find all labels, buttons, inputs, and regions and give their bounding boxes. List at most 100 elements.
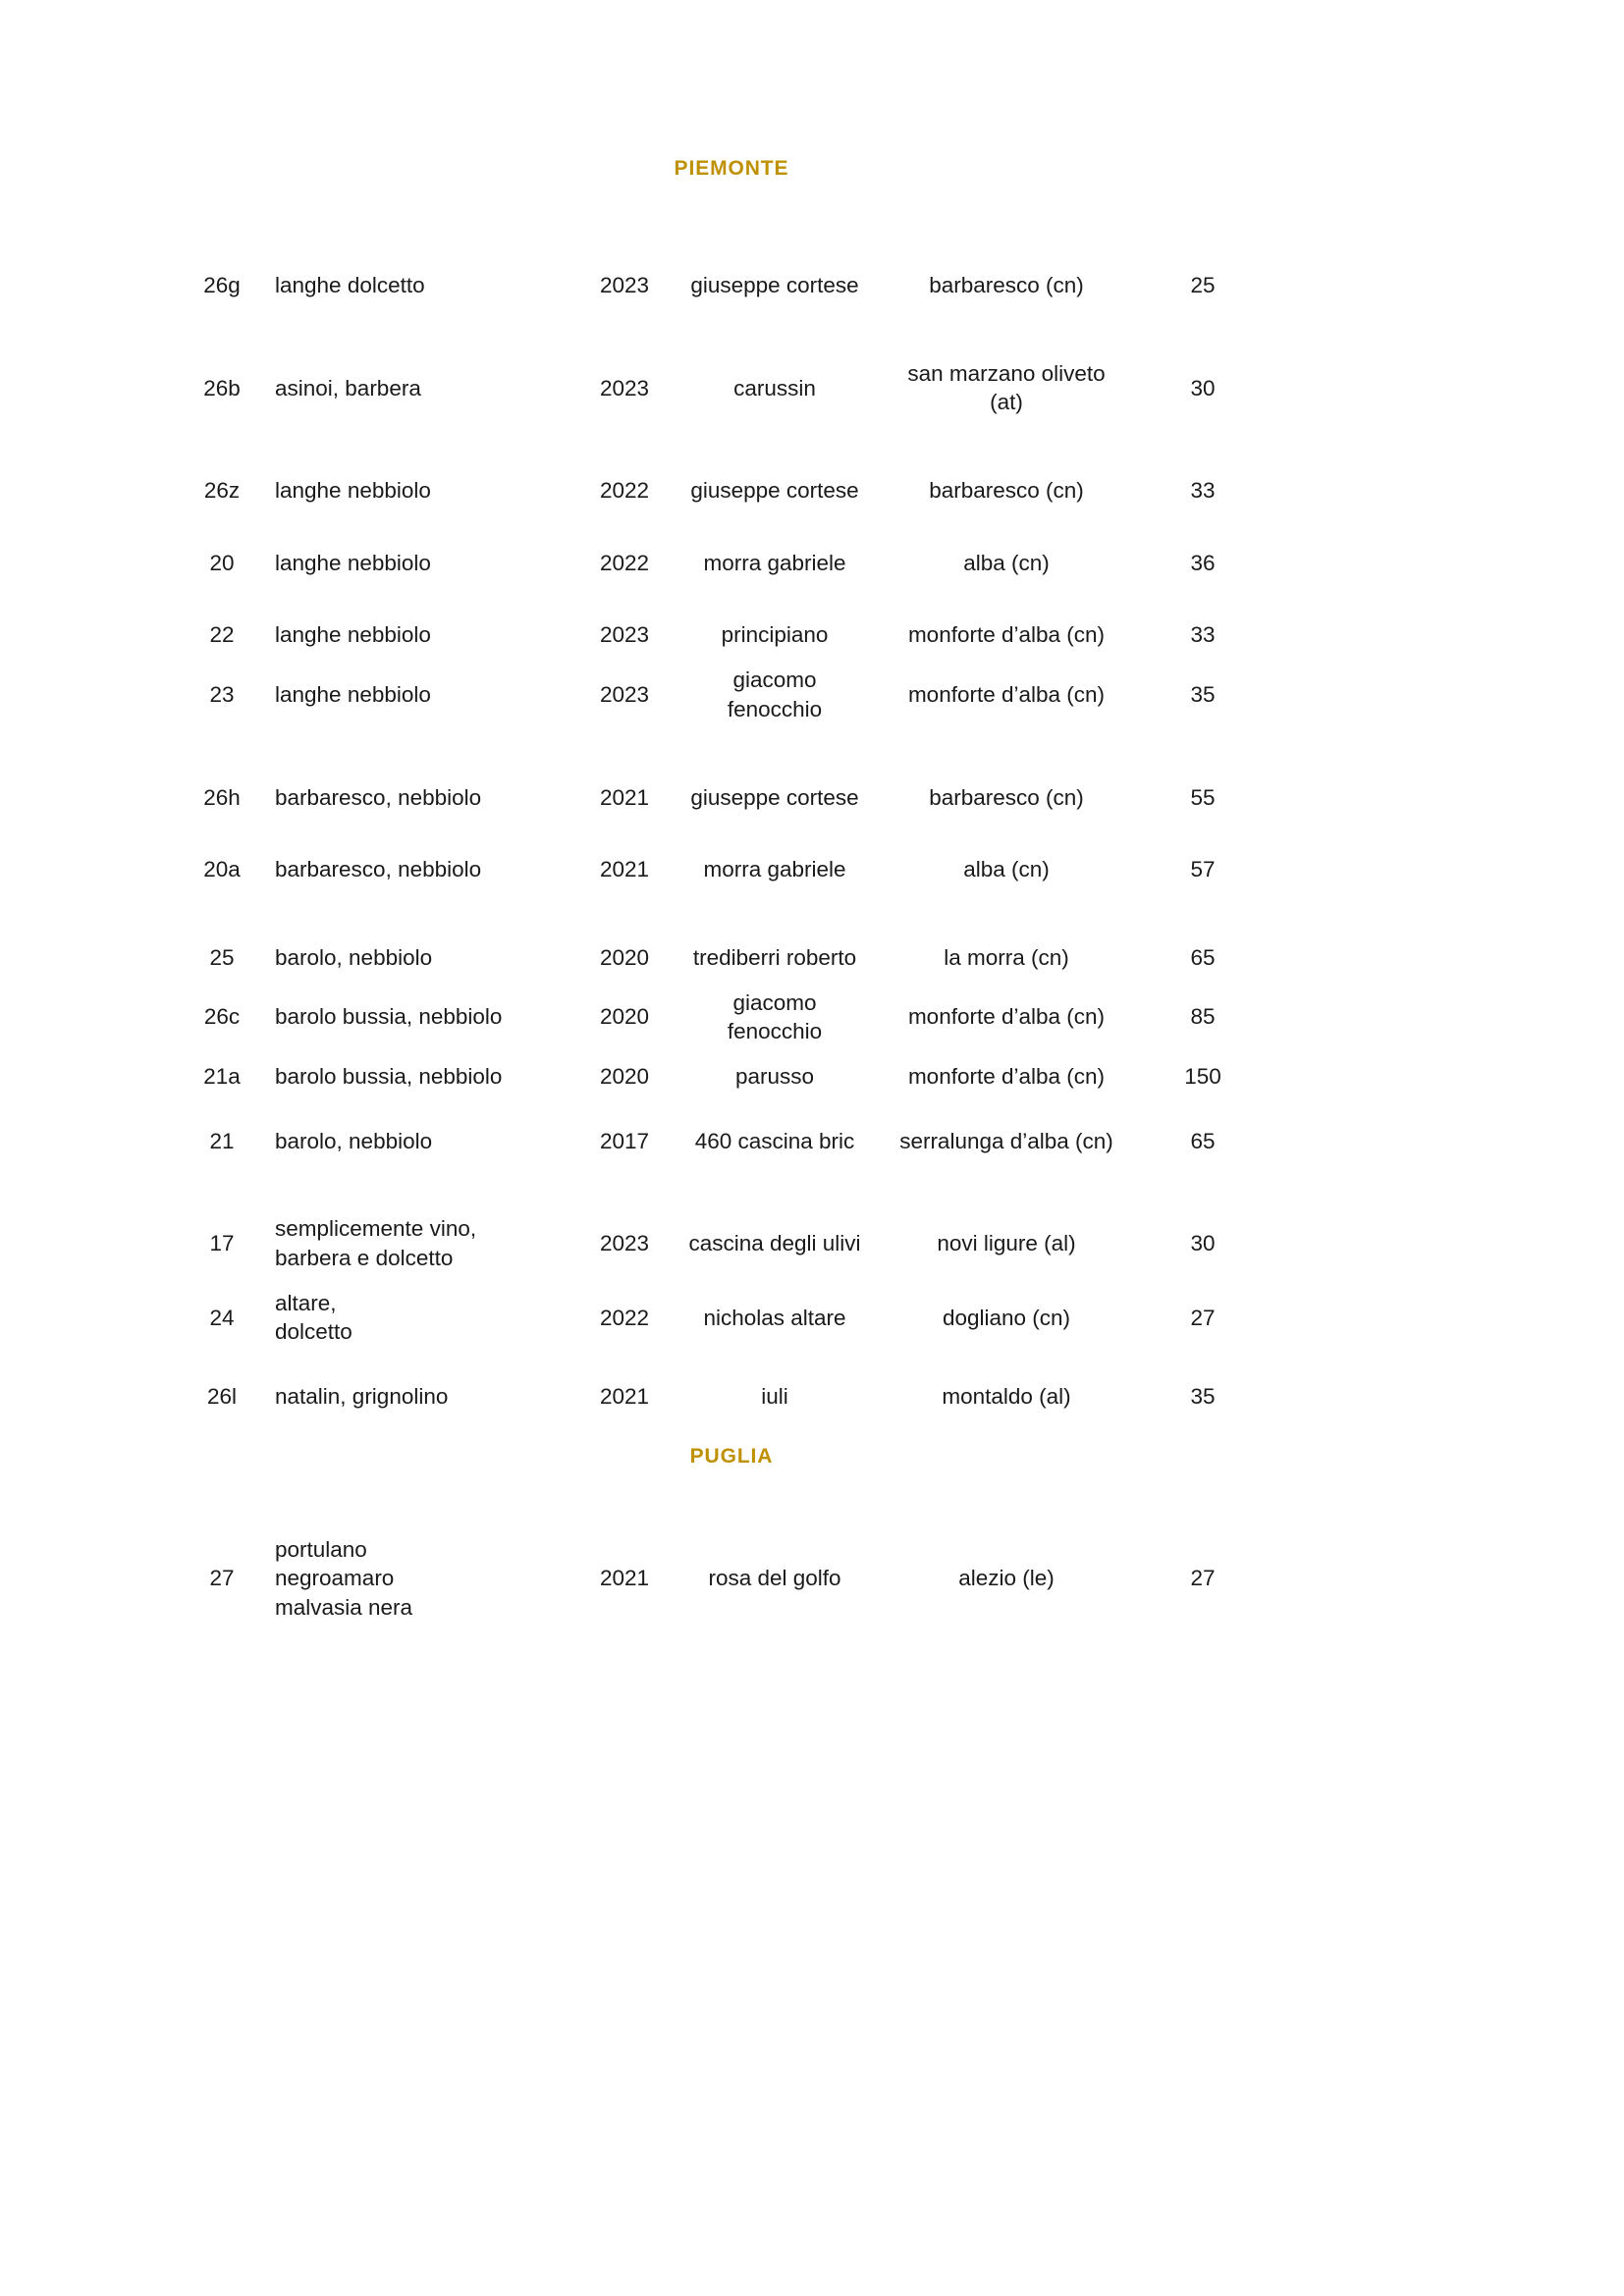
- wine-code: 21a: [203, 1063, 241, 1089]
- row-spacer: [187, 1155, 1276, 1214]
- wine-producer: morra gabriele: [703, 857, 846, 882]
- wine-vintage: 2020: [599, 944, 650, 970]
- row-spacer-cell: [187, 1273, 1276, 1289]
- wine-vintage: 2021: [599, 1384, 650, 1410]
- wine-code: 20: [209, 550, 235, 575]
- wine-price: 27: [1190, 1305, 1216, 1330]
- row-spacer-cell: [187, 1046, 1276, 1062]
- wine-vintage: 2020: [599, 1063, 650, 1089]
- wine-name: barolo bussia, nebbiolo: [275, 1004, 503, 1030]
- row-spacer: [187, 812, 1276, 855]
- row-spacer-cell: [187, 973, 1276, 988]
- wine-region: monforte d’alba (cn): [907, 1063, 1106, 1089]
- wine-region: alba (cn): [963, 550, 1050, 575]
- row-spacer: [187, 300, 1276, 359]
- wine-price: 65: [1190, 944, 1216, 970]
- wine-name: altare, dolcetto: [275, 1290, 352, 1345]
- row-spacer-cell: [187, 1155, 1276, 1214]
- wine-vintage: 2023: [599, 622, 650, 648]
- wine-region: san marzano oliveto (at): [907, 360, 1106, 415]
- wine-region: monforte d’alba (cn): [907, 1004, 1106, 1030]
- row-spacer: [187, 506, 1276, 549]
- wine-vintage: 2017: [599, 1128, 650, 1153]
- wine-price: 35: [1190, 681, 1216, 707]
- wine-code: 23: [209, 681, 235, 707]
- wine-name: barbaresco, nebbiolo: [275, 857, 482, 882]
- wine-producer: cascina degli ulivi: [688, 1231, 861, 1256]
- wine-code: 26b: [203, 375, 241, 400]
- wine-region: la morra (cn): [944, 944, 1069, 970]
- wine-producer: principiano: [721, 622, 829, 648]
- row-spacer: [187, 417, 1276, 476]
- row-spacer-cell: [187, 724, 1276, 783]
- wine-name: natalin, grignolino: [275, 1384, 449, 1410]
- wine-price: 30: [1190, 375, 1216, 400]
- row-spacer: [187, 973, 1276, 988]
- wine-price: 57: [1190, 857, 1216, 882]
- wine-vintage: 2022: [599, 550, 650, 575]
- wine-region: alba (cn): [963, 857, 1050, 882]
- wine-name: langhe nebbiolo: [275, 550, 431, 575]
- wine-row[interactable]: 20 langhe nebbiolo 2022 morra gabriele alba …: [187, 549, 1276, 578]
- wine-price: 27: [1190, 1566, 1216, 1591]
- wine-region: serralunga d’alba (cn): [899, 1128, 1113, 1153]
- wine-row[interactable]: 26l natalin, grignolino 2021 iuli montaldo (…: [187, 1382, 1276, 1412]
- wine-region: barbaresco (cn): [929, 478, 1084, 504]
- wine-price: 55: [1190, 784, 1216, 810]
- wine-row[interactable]: 20a barbaresco, nebbiolo 2021 morra gabriel…: [187, 855, 1276, 884]
- wine-row[interactable]: 26g langhe dolcetto 2023 giuseppe cortese ba…: [187, 271, 1276, 300]
- row-spacer: [187, 1273, 1276, 1289]
- wine-row[interactable]: 26h barbaresco, nebbiolo 2021 giuseppe cort…: [187, 783, 1276, 813]
- row-spacer: [187, 724, 1276, 783]
- wine-vintage: 2023: [599, 375, 650, 400]
- wine-vintage: 2021: [599, 857, 650, 882]
- wine-producer: giacomo fenocchio: [727, 989, 823, 1044]
- wine-price: 65: [1190, 1128, 1216, 1153]
- wine-row[interactable]: 21 barolo, nebbiolo 2017 460 cascina bric se…: [187, 1127, 1276, 1156]
- wine-name: barolo, nebbiolo: [275, 944, 433, 970]
- row-spacer: [187, 1092, 1276, 1127]
- wine-code: 26l: [206, 1384, 238, 1410]
- wine-row[interactable]: 23 langhe nebbiolo 2023 giacomo fenocchio mo…: [187, 666, 1276, 723]
- wine-name: barbaresco, nebbiolo: [275, 784, 482, 810]
- wine-code: 26g: [203, 273, 241, 297]
- wine-producer: nicholas altare: [703, 1305, 846, 1330]
- wine-row[interactable]: 22 langhe nebbiolo 2023 principiano monforte…: [187, 620, 1276, 650]
- wine-price: 35: [1190, 1384, 1216, 1410]
- wine-row[interactable]: 26b asinoi, barbera 2023 carussin san marzan…: [187, 359, 1276, 417]
- wine-row[interactable]: 26z langhe nebbiolo 2022 giuseppe cortese ba…: [187, 476, 1276, 506]
- wine-region: novi ligure (al): [937, 1231, 1076, 1256]
- wine-producer: giuseppe cortese: [690, 784, 859, 810]
- row-spacer-cell: [187, 1347, 1276, 1382]
- wine-price: 36: [1190, 550, 1216, 575]
- wine-table: 27 portulano negroamaro malvasia nera 2021…: [187, 1500, 1276, 1623]
- row-spacer-cell: [187, 417, 1276, 476]
- row-spacer: [187, 1046, 1276, 1062]
- wine-vintage: 2022: [599, 478, 650, 504]
- section-heading-puglia: PUGLIA: [689, 1444, 774, 1468]
- sections-container: PIEMONTE 26g langhe dolcetto 2023 giuseppe c…: [187, 157, 1276, 1623]
- wine-code: 24: [209, 1305, 235, 1330]
- wine-region: dogliano (cn): [942, 1305, 1071, 1330]
- wine-producer: giacomo fenocchio: [727, 667, 823, 721]
- wine-producer: trediberri roberto: [692, 944, 857, 970]
- row-spacer-cell: [187, 506, 1276, 549]
- wine-row[interactable]: 26c barolo bussia, nebbiolo 2020 giacomo fe…: [187, 988, 1276, 1046]
- wine-row[interactable]: 27 portulano negroamaro malvasia nera 2021…: [187, 1535, 1276, 1623]
- wine-row[interactable]: 17 semplicemente vino, barbera e dolcetto…: [187, 1214, 1276, 1272]
- row-spacer-cell: [187, 812, 1276, 855]
- wine-code: 22: [209, 622, 235, 648]
- row-spacer-cell: [187, 884, 1276, 943]
- section-heading-gap: [187, 1468, 1276, 1500]
- wine-vintage: 2021: [599, 1566, 650, 1591]
- row-spacer-cell: [187, 1092, 1276, 1127]
- wine-vintage: 2022: [599, 1305, 650, 1330]
- wine-name: semplicemente vino, barbera e dolcetto: [275, 1216, 477, 1270]
- wine-name: barolo bussia, nebbiolo: [275, 1063, 503, 1089]
- wine-row[interactable]: 25 barolo, nebbiolo 2020 trediberri roberto…: [187, 943, 1276, 973]
- wine-price: 30: [1190, 1231, 1216, 1256]
- wine-name: portulano negroamaro malvasia nera: [275, 1536, 413, 1621]
- wine-row[interactable]: 21a barolo bussia, nebbiolo 2020 parusso mon…: [187, 1062, 1276, 1092]
- wine-row[interactable]: 24 altare, dolcetto 2022 nicholas altare dog…: [187, 1289, 1276, 1347]
- section-gap: [187, 1412, 1276, 1445]
